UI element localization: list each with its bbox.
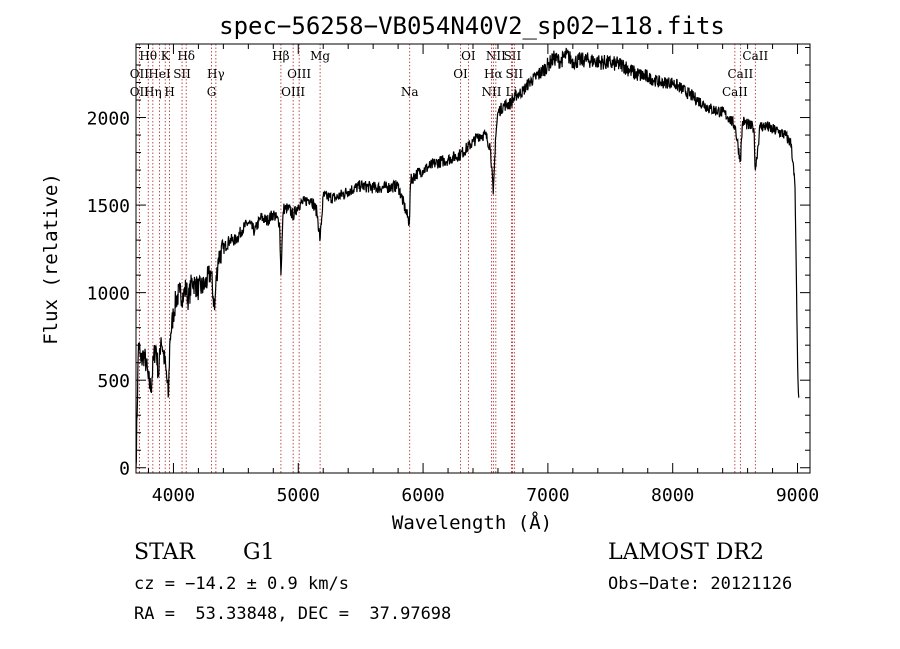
line-marker-label: OIII bbox=[281, 85, 305, 99]
y-tick-label: 2000 bbox=[87, 109, 130, 130]
redshift-text: cz = −14.2 ± 0.9 km/s bbox=[134, 574, 349, 594]
object-class: STAR bbox=[134, 540, 195, 565]
line-marker-label: G bbox=[207, 85, 217, 99]
line-marker-label: OI bbox=[453, 67, 468, 81]
x-tick-label: 9000 bbox=[776, 485, 819, 506]
obs-date-text: Obs−Date: 20121126 bbox=[608, 574, 793, 594]
x-tick-label: 5000 bbox=[277, 485, 320, 506]
line-marker-label: Hα bbox=[484, 67, 503, 81]
spectrum-line bbox=[135, 47, 800, 468]
line-marker-label: CaII bbox=[722, 85, 748, 99]
y-axis-label: Flux (relative) bbox=[40, 173, 62, 345]
line-marker-label: OI bbox=[461, 49, 476, 63]
object-subclass: G1 bbox=[243, 540, 275, 565]
line-marker-label: Hδ bbox=[177, 49, 195, 63]
line-marker-label: Na bbox=[401, 85, 419, 99]
coordinates-text: RA = 53.33848, DEC = 37.97698 bbox=[134, 604, 452, 624]
y-tick-label: 1500 bbox=[87, 196, 130, 217]
line-marker-label: SII bbox=[504, 49, 522, 63]
line-marker-label: OII bbox=[130, 85, 150, 99]
line-marker-label: Hη bbox=[144, 85, 162, 99]
chart-title: spec−56258−VB054N40V2_sp02−118.fits bbox=[219, 12, 725, 40]
x-tick-label: 7000 bbox=[526, 485, 569, 506]
line-marker-label: H bbox=[164, 85, 174, 99]
survey-name: LAMOST DR2 bbox=[608, 540, 764, 565]
line-marker-label: Hγ bbox=[207, 67, 225, 81]
x-tick-label: 4000 bbox=[152, 485, 195, 506]
line-marker-label: Hβ bbox=[272, 49, 289, 63]
x-tick-label: 6000 bbox=[401, 485, 444, 506]
x-axis-label: Wavelength (Å) bbox=[392, 511, 552, 534]
y-tick-label: 0 bbox=[119, 459, 130, 480]
line-marker-label: CaII bbox=[727, 67, 753, 81]
line-marker-label: SII bbox=[505, 67, 523, 81]
line-marker-label: NII bbox=[486, 49, 506, 63]
line-marker-label: Mg bbox=[310, 49, 330, 63]
line-marker-label: CaII bbox=[742, 49, 768, 63]
y-tick-label: 1000 bbox=[87, 284, 130, 305]
axis-ticks: 4000 5000 6000 7000 8000 9000 0 500 1000 1500 2000 bbox=[87, 44, 819, 506]
line-marker-label: OIII bbox=[287, 67, 311, 81]
y-tick-label: 500 bbox=[97, 371, 130, 392]
line-marker-label: NII bbox=[481, 85, 501, 99]
line-marker-label: SII bbox=[173, 67, 191, 81]
line-marker-label: OII bbox=[130, 67, 150, 81]
line-marker-label: K bbox=[161, 49, 171, 63]
line-marker-label: HeI bbox=[148, 67, 171, 81]
line-marker-label: Li bbox=[506, 85, 518, 99]
line-marker-label: Hθ bbox=[139, 49, 157, 63]
x-tick-label: 8000 bbox=[651, 485, 694, 506]
